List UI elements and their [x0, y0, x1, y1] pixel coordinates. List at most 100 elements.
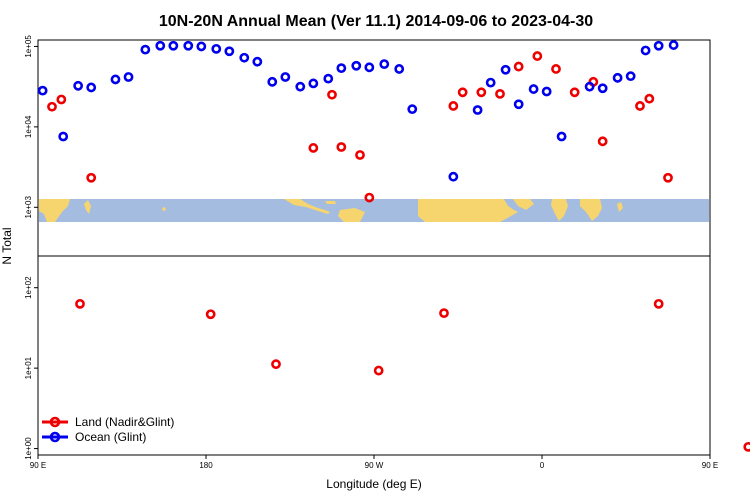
- ocean-point: [407, 104, 418, 115]
- land-point: [47, 101, 57, 112]
- ocean-point: [280, 72, 291, 82]
- ocean-point: [612, 72, 623, 83]
- ocean-point: [351, 60, 362, 71]
- land-point: [569, 87, 580, 98]
- land-point: [364, 192, 375, 203]
- y-tick-label: 1e+05: [24, 35, 33, 58]
- ocean-point: [37, 85, 48, 96]
- chart-title: 10N-20N Annual Mean (Ver 11.1) 2014-09-0…: [159, 13, 593, 30]
- land-point: [205, 309, 216, 320]
- land-point: [551, 64, 561, 74]
- ocean-point: [86, 82, 97, 93]
- ocean-point: [123, 72, 134, 82]
- ocean-point: [110, 74, 121, 85]
- ocean-point: [500, 64, 511, 75]
- ocean-point: [224, 46, 235, 57]
- plot-frame: [37, 39, 711, 456]
- ocean-point: [168, 40, 179, 51]
- ocean-point: [58, 131, 69, 142]
- y-tick-label: 1e+02: [24, 276, 33, 299]
- land-point: [373, 365, 384, 376]
- x-axis-label: Longitude (deg E): [326, 477, 421, 491]
- legend-label-ocean: Ocean (Glint): [75, 430, 146, 444]
- y-tick-label: 1e+03: [24, 196, 33, 219]
- ocean-point: [556, 131, 567, 142]
- land-mass-south-america: [338, 208, 365, 222]
- ocean-point: [323, 73, 334, 84]
- land-mass-pacific-islands: [162, 207, 166, 211]
- land-mass-indochina: [84, 200, 91, 214]
- land-mass-arabia: [513, 199, 534, 210]
- ocean-point: [640, 45, 651, 56]
- legend-marker-land: [49, 416, 61, 428]
- land-point: [743, 441, 750, 452]
- ocean-point: [364, 62, 375, 73]
- y-tick-label: 1e+04: [24, 115, 33, 138]
- land-point: [495, 88, 505, 99]
- ocean-band: [39, 199, 709, 222]
- x-tick-label: 90 E: [702, 461, 718, 470]
- ocean-point: [653, 40, 664, 51]
- land-mass-caribbean: [325, 201, 336, 204]
- ocean-point: [211, 43, 222, 54]
- land-point: [355, 150, 365, 160]
- land-point: [86, 172, 97, 183]
- land-point: [439, 308, 449, 319]
- land-point: [457, 87, 468, 98]
- land-point: [75, 298, 85, 309]
- ocean-point: [528, 84, 539, 94]
- ocean-point: [183, 40, 194, 51]
- land-mass-africa: [418, 199, 518, 222]
- land-point: [327, 89, 337, 100]
- land-point: [644, 93, 655, 104]
- world-map-strip: [39, 199, 709, 222]
- land-point: [56, 94, 67, 105]
- ocean-point: [252, 56, 263, 67]
- land-point: [663, 172, 673, 183]
- y-axis-label: N Total: [0, 227, 14, 264]
- ocean-point: [239, 52, 250, 63]
- ocean-point: [541, 86, 552, 97]
- land-mass-philippines: [617, 202, 623, 212]
- ocean-point: [513, 99, 524, 110]
- ocean-point: [295, 81, 306, 92]
- ocean-point: [472, 105, 483, 115]
- land-point: [271, 359, 281, 370]
- land-point: [597, 136, 608, 147]
- land-point: [308, 143, 319, 153]
- x-axis: 90 E 180 90 W 0 90 E: [30, 455, 718, 470]
- land-mass-india: [551, 199, 568, 221]
- ocean-point: [625, 71, 636, 82]
- x-tick-label: 90 E: [30, 461, 46, 470]
- land-point: [532, 51, 543, 61]
- ocean-point: [448, 171, 459, 182]
- ocean-point: [140, 44, 151, 55]
- ocean-point: [267, 76, 278, 87]
- land-point: [653, 298, 664, 309]
- land-point: [635, 101, 645, 111]
- land-point: [448, 101, 459, 111]
- land-mass-southeast-asia: [580, 199, 602, 221]
- ocean-point: [485, 77, 496, 88]
- ocean-point: [668, 40, 679, 50]
- ocean-point: [73, 80, 84, 91]
- ocean-point: [308, 78, 319, 89]
- ocean-point: [597, 83, 608, 94]
- y-tick-label: 1e+00: [24, 437, 33, 460]
- ocean-point: [584, 81, 595, 92]
- land-point: [476, 87, 487, 98]
- ocean-point: [336, 63, 347, 74]
- x-tick-label: 90 W: [365, 461, 384, 470]
- land-point: [513, 61, 524, 72]
- legend-marker-ocean: [49, 431, 61, 443]
- data-points: [37, 40, 750, 452]
- land-mass-asia: [39, 199, 70, 222]
- land-point: [336, 142, 347, 152]
- land-mass-central-america: [284, 199, 330, 214]
- ocean-point: [196, 41, 207, 52]
- legend: Land (Nadir&Glint) Ocean (Glint): [42, 415, 174, 444]
- x-tick-label: 0: [540, 461, 545, 470]
- y-tick-label: 1e+01: [24, 356, 33, 379]
- legend-label-land: Land (Nadir&Glint): [75, 415, 174, 429]
